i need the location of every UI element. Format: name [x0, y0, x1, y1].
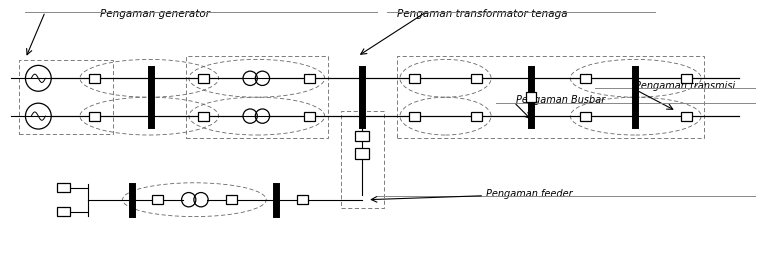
Bar — [471, 74, 482, 83]
Bar — [56, 183, 69, 192]
Bar — [18, 60, 113, 134]
Bar — [186, 56, 328, 138]
Bar — [355, 131, 370, 142]
Bar — [471, 112, 482, 121]
Bar — [580, 112, 591, 121]
Bar — [680, 112, 692, 121]
Bar — [355, 148, 370, 159]
Bar — [89, 74, 101, 83]
Bar — [304, 74, 315, 83]
Bar — [198, 112, 210, 121]
Bar — [409, 74, 421, 83]
Text: Pengaman feeder: Pengaman feeder — [486, 189, 573, 199]
Bar — [341, 111, 384, 208]
Bar — [680, 74, 692, 83]
Bar — [409, 112, 421, 121]
Bar — [304, 112, 315, 121]
Bar — [89, 112, 101, 121]
Bar — [580, 74, 591, 83]
Bar — [198, 74, 210, 83]
Bar — [297, 195, 309, 204]
Text: Pengaman Busbar: Pengaman Busbar — [516, 95, 605, 105]
Bar — [152, 195, 162, 204]
Bar — [56, 207, 69, 216]
Text: Pengaman transformator tenaga: Pengaman transformator tenaga — [397, 9, 568, 19]
Text: Pengaman generator: Pengaman generator — [100, 9, 210, 19]
Bar — [526, 92, 536, 102]
Bar — [397, 56, 704, 138]
Bar — [226, 195, 237, 204]
Text: Pengaman transmisi: Pengaman transmisi — [635, 81, 735, 91]
